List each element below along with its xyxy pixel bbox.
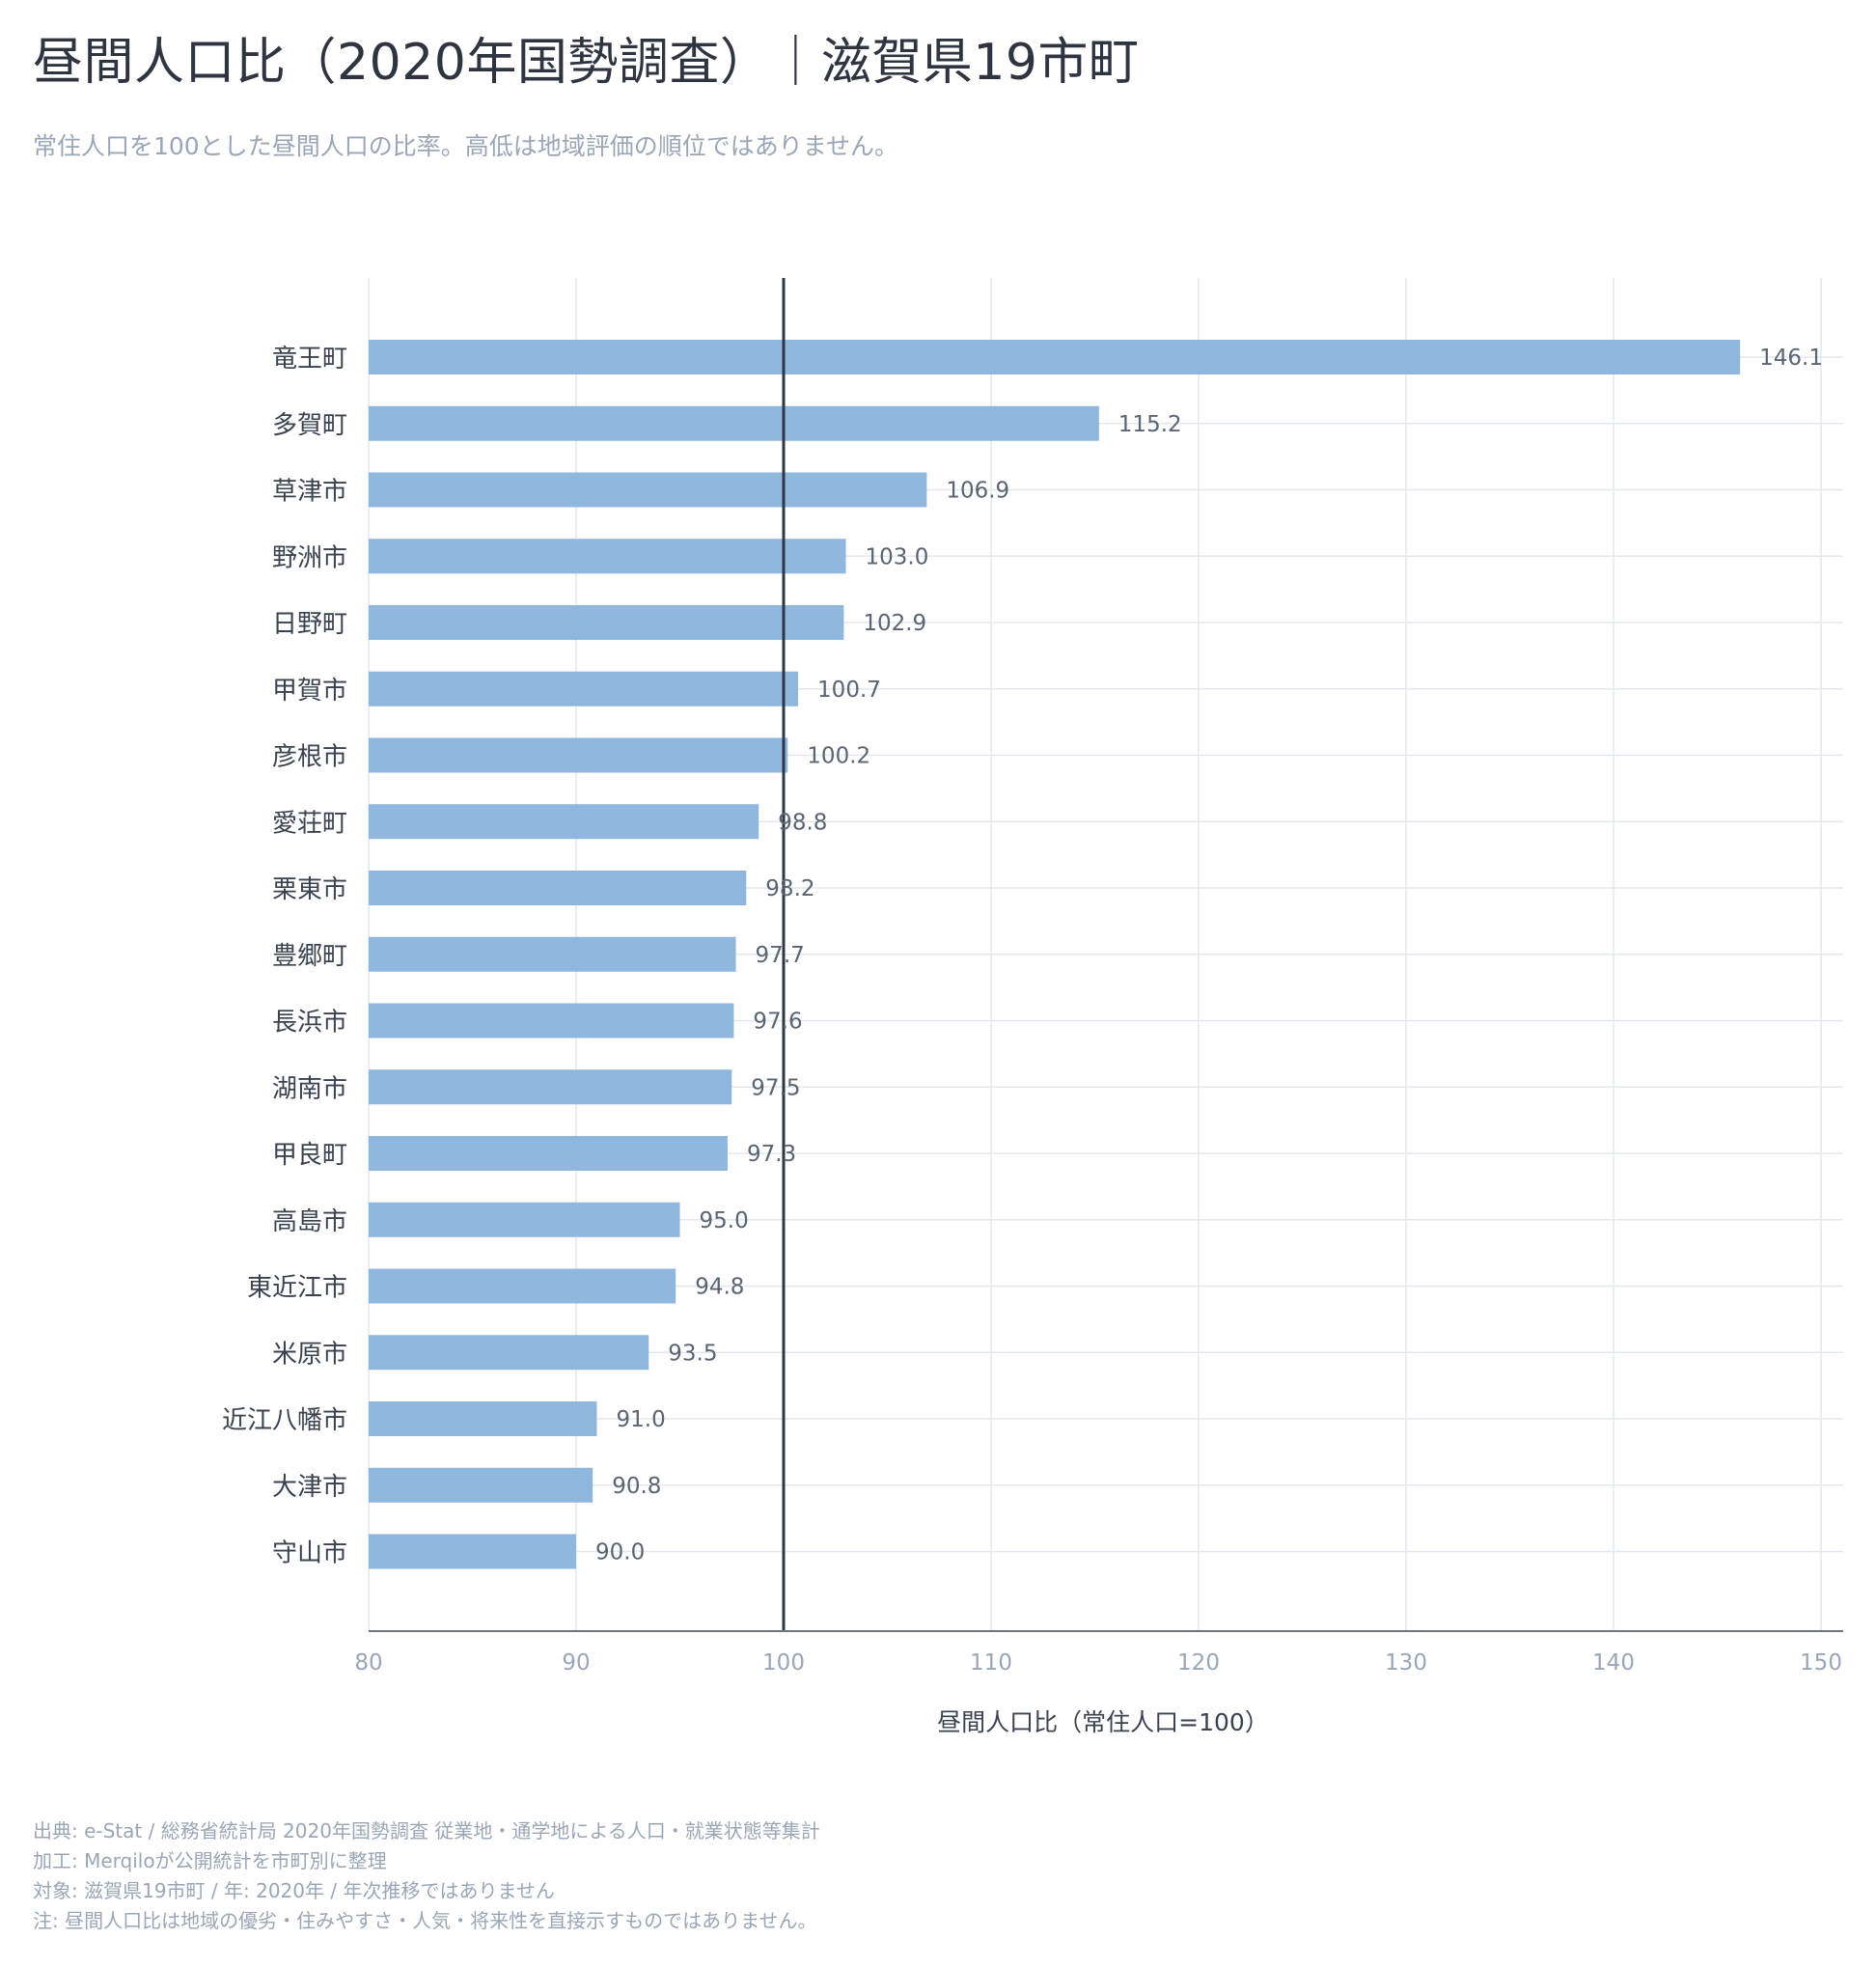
- bar: [369, 936, 736, 972]
- value-label: 94.8: [695, 1275, 744, 1300]
- category-label: 湖南市: [272, 1074, 347, 1103]
- bar: [369, 1202, 680, 1237]
- x-tick-label: 140: [1592, 1650, 1635, 1676]
- value-label: 93.5: [668, 1341, 717, 1366]
- value-label: 102.9: [863, 611, 926, 636]
- value-label: 106.9: [946, 479, 1009, 504]
- bar: [369, 539, 846, 574]
- category-label: 愛荘町: [272, 809, 347, 838]
- x-tick-label: 110: [970, 1650, 1012, 1676]
- category-label: 東近江市: [247, 1274, 347, 1303]
- bar: [369, 1534, 576, 1569]
- x-axis-title: 昼間人口比（常住人口=100）: [937, 1708, 1269, 1736]
- bar: [369, 871, 747, 905]
- value-label: 97.6: [753, 1010, 802, 1035]
- value-label: 97.5: [751, 1075, 800, 1100]
- bar: [369, 340, 1741, 374]
- category-label: 日野町: [272, 610, 347, 639]
- value-label: 115.2: [1118, 412, 1182, 437]
- bar: [369, 1335, 649, 1371]
- category-label: 彦根市: [272, 743, 347, 772]
- category-label: 草津市: [272, 478, 347, 507]
- labels: 竜王町 146.1 多賀町 115.2 草津市 106.9 野洲市 103.0 日野町 102.9…: [222, 345, 1823, 1568]
- x-tick-label: 80: [354, 1650, 382, 1676]
- bar: [369, 1401, 597, 1436]
- value-label: 97.3: [747, 1142, 796, 1167]
- bar: [369, 1268, 676, 1304]
- category-label: 大津市: [272, 1473, 347, 1502]
- bar: [369, 737, 788, 773]
- category-label: 甲賀市: [272, 677, 347, 706]
- bar: [369, 1136, 728, 1171]
- value-label: 146.1: [1759, 346, 1823, 371]
- value-label: 100.7: [817, 678, 881, 703]
- footer-note: 注: 昼間人口比は地域の優劣・住みやすさ・人気・将来性を直接示すものではありませ…: [33, 1909, 817, 1932]
- category-label: 多賀町: [272, 411, 347, 440]
- value-label: 103.0: [866, 544, 929, 569]
- x-tick-label: 90: [562, 1650, 590, 1676]
- category-label: 高島市: [272, 1207, 347, 1236]
- value-label: 90.0: [595, 1540, 645, 1565]
- bar: [369, 405, 1099, 441]
- category-label: 豊郷町: [272, 942, 347, 971]
- x-tick-label: 100: [762, 1650, 805, 1676]
- bars: [369, 340, 1741, 1569]
- value-label: 98.2: [765, 876, 814, 901]
- value-label: 90.8: [612, 1474, 661, 1499]
- footer-processing: 加工: Merqiloが公開統計を市町別に整理: [33, 1849, 387, 1872]
- category-label: 長浜市: [272, 1009, 347, 1038]
- x-axis: 80 90 100 110 120 130 140 150: [354, 1630, 1843, 1676]
- bar: [369, 1003, 734, 1039]
- x-tick-label: 130: [1385, 1650, 1427, 1676]
- x-tick-label: 150: [1800, 1650, 1842, 1676]
- bar: [369, 472, 927, 508]
- category-label: 守山市: [272, 1539, 347, 1568]
- value-label: 97.7: [756, 943, 805, 968]
- value-label: 100.2: [807, 744, 870, 769]
- footer-target: 対象: 滋賀県19市町 / 年: 2020年 / 年次推移ではありません: [33, 1879, 555, 1902]
- bar: [369, 1467, 593, 1503]
- chart-subtitle: 常住人口を100とした昼間人口の比率。高低は地域評価の順位ではありません。: [33, 132, 898, 160]
- value-label: 98.8: [778, 810, 827, 835]
- grid-lines: [368, 278, 1843, 1631]
- bar: [369, 804, 759, 840]
- category-label: 米原市: [272, 1340, 347, 1369]
- footer-notes: 出典: e-Stat / 総務省統計局 2020年国勢調査 従業地・通学地による…: [33, 1816, 820, 1936]
- category-label: 甲良町: [272, 1141, 347, 1170]
- category-label: 近江八幡市: [222, 1406, 347, 1435]
- chart-title: 昼間人口比（2020年国勢調査）｜滋賀県19市町: [33, 34, 1140, 92]
- bar: [369, 1069, 732, 1105]
- footer-source: 出典: e-Stat / 総務省統計局 2020年国勢調査 従業地・通学地による…: [33, 1819, 820, 1842]
- bar: [369, 671, 799, 706]
- bar-chart: 竜王町 146.1 多賀町 115.2 草津市 106.9 野洲市 103.0 日野町 102.9…: [222, 278, 1843, 1736]
- category-label: 栗東市: [272, 875, 347, 904]
- bar: [369, 605, 844, 640]
- x-tick-label: 120: [1177, 1650, 1220, 1676]
- category-label: 野洲市: [272, 543, 347, 572]
- value-label: 95.0: [700, 1208, 749, 1233]
- value-label: 91.0: [617, 1407, 666, 1432]
- category-label: 竜王町: [272, 345, 347, 374]
